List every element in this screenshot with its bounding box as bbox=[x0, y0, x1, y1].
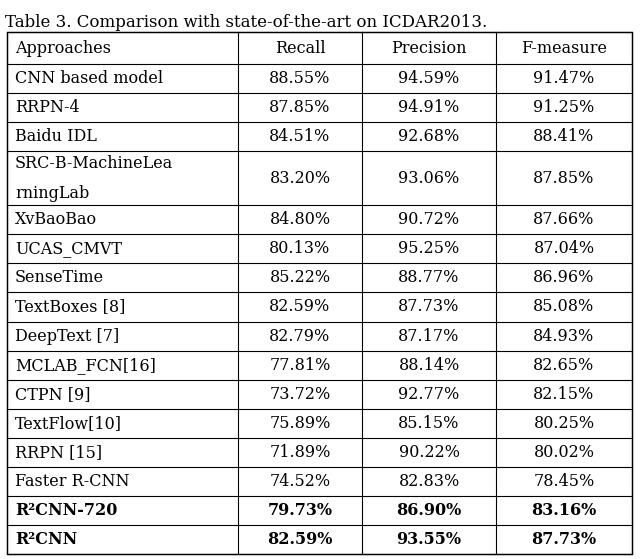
Text: Baidu IDL: Baidu IDL bbox=[15, 129, 97, 145]
Text: 84.80%: 84.80% bbox=[269, 211, 331, 228]
Text: 77.81%: 77.81% bbox=[269, 357, 331, 373]
Text: F-measure: F-measure bbox=[521, 40, 607, 56]
Text: CNN based model: CNN based model bbox=[15, 70, 163, 87]
Text: 73.72%: 73.72% bbox=[269, 386, 331, 402]
Text: R²CNN-720: R²CNN-720 bbox=[15, 502, 117, 519]
Text: 82.79%: 82.79% bbox=[269, 328, 331, 344]
Text: 85.22%: 85.22% bbox=[269, 269, 331, 286]
Text: 82.65%: 82.65% bbox=[533, 357, 595, 373]
Text: SenseTime: SenseTime bbox=[15, 269, 104, 286]
Text: SRC-B-MachineLea: SRC-B-MachineLea bbox=[15, 155, 173, 172]
Text: 86.96%: 86.96% bbox=[533, 269, 595, 286]
Text: 93.55%: 93.55% bbox=[397, 531, 461, 548]
Text: XvBaoBao: XvBaoBao bbox=[15, 211, 97, 228]
Text: 83.16%: 83.16% bbox=[531, 502, 596, 519]
Text: 75.89%: 75.89% bbox=[269, 415, 331, 432]
Text: TextFlow[10]: TextFlow[10] bbox=[15, 415, 122, 432]
Text: 91.25%: 91.25% bbox=[533, 100, 595, 116]
Text: 85.15%: 85.15% bbox=[398, 415, 460, 432]
Text: 90.22%: 90.22% bbox=[399, 444, 460, 461]
Text: 82.59%: 82.59% bbox=[268, 531, 333, 548]
Text: Faster R-CNN: Faster R-CNN bbox=[15, 473, 129, 490]
Text: 80.25%: 80.25% bbox=[533, 415, 595, 432]
Text: 94.59%: 94.59% bbox=[398, 70, 460, 87]
Text: 79.73%: 79.73% bbox=[268, 502, 333, 519]
Text: CTPN [9]: CTPN [9] bbox=[15, 386, 90, 402]
Text: 82.15%: 82.15% bbox=[533, 386, 595, 402]
Text: 86.90%: 86.90% bbox=[396, 502, 461, 519]
Text: 92.68%: 92.68% bbox=[398, 129, 460, 145]
Text: 82.59%: 82.59% bbox=[269, 299, 331, 315]
Text: 88.14%: 88.14% bbox=[398, 357, 460, 373]
Text: Approaches: Approaches bbox=[15, 40, 111, 56]
Text: 84.51%: 84.51% bbox=[269, 129, 331, 145]
Text: 87.73%: 87.73% bbox=[531, 531, 596, 548]
Text: R²CNN: R²CNN bbox=[15, 531, 77, 548]
Text: 78.45%: 78.45% bbox=[533, 473, 595, 490]
Text: 91.47%: 91.47% bbox=[533, 70, 595, 87]
Text: 88.41%: 88.41% bbox=[533, 129, 595, 145]
Text: 88.55%: 88.55% bbox=[269, 70, 331, 87]
Text: 87.17%: 87.17% bbox=[398, 328, 460, 344]
Text: RRPN-4: RRPN-4 bbox=[15, 100, 79, 116]
Text: 88.77%: 88.77% bbox=[398, 269, 460, 286]
Text: 87.85%: 87.85% bbox=[533, 170, 595, 187]
Text: TextBoxes [8]: TextBoxes [8] bbox=[15, 299, 125, 315]
Text: DeepText [7]: DeepText [7] bbox=[15, 328, 119, 344]
Text: 94.91%: 94.91% bbox=[398, 100, 460, 116]
Text: 84.93%: 84.93% bbox=[533, 328, 595, 344]
Text: 95.25%: 95.25% bbox=[398, 240, 460, 257]
Text: rningLab: rningLab bbox=[15, 185, 89, 202]
Text: 93.06%: 93.06% bbox=[398, 170, 460, 187]
Text: MCLAB_FCN[16]: MCLAB_FCN[16] bbox=[15, 357, 156, 373]
Text: 85.08%: 85.08% bbox=[533, 299, 595, 315]
Text: Precision: Precision bbox=[391, 40, 467, 56]
Text: 71.89%: 71.89% bbox=[269, 444, 331, 461]
Text: RRPN [15]: RRPN [15] bbox=[15, 444, 102, 461]
Text: 87.66%: 87.66% bbox=[533, 211, 595, 228]
Text: 92.77%: 92.77% bbox=[398, 386, 460, 402]
Text: 87.73%: 87.73% bbox=[398, 299, 460, 315]
Text: 83.20%: 83.20% bbox=[269, 170, 331, 187]
Text: 80.02%: 80.02% bbox=[534, 444, 595, 461]
Text: 74.52%: 74.52% bbox=[269, 473, 331, 490]
Text: 82.83%: 82.83% bbox=[398, 473, 460, 490]
Text: 87.85%: 87.85% bbox=[269, 100, 331, 116]
Text: Table 3. Comparison with state-of-the-art on ICDAR2013.: Table 3. Comparison with state-of-the-ar… bbox=[5, 14, 487, 31]
Text: 87.04%: 87.04% bbox=[533, 240, 595, 257]
Text: 90.72%: 90.72% bbox=[399, 211, 460, 228]
Text: Recall: Recall bbox=[275, 40, 325, 56]
Text: UCAS_CMVT: UCAS_CMVT bbox=[15, 240, 122, 257]
Text: 80.13%: 80.13% bbox=[269, 240, 331, 257]
